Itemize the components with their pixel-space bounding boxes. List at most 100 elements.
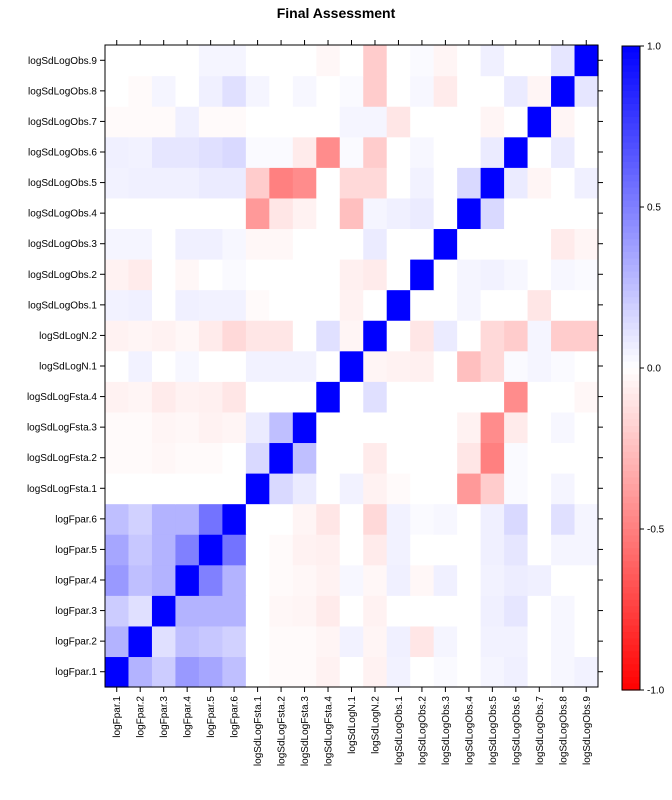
heatmap-cell bbox=[198, 45, 223, 77]
heatmap-cell bbox=[105, 503, 130, 535]
x-tick-labels: logFpar.1 logFpar.2 logFpar.3 logFpar.4 logF… bbox=[112, 696, 593, 766]
heatmap-cell bbox=[480, 503, 505, 535]
heatmap-cell bbox=[339, 534, 364, 566]
colorbar-segment bbox=[622, 84, 640, 92]
heatmap-cell bbox=[269, 656, 294, 688]
heatmap-cell bbox=[222, 197, 247, 230]
heatmap-cell bbox=[339, 167, 364, 199]
heatmap-cell bbox=[527, 564, 552, 596]
heatmap-cell bbox=[292, 228, 317, 260]
y-tick-label: logSdLogObs.1 bbox=[28, 300, 97, 311]
heatmap-cell bbox=[175, 136, 200, 168]
heatmap-cell bbox=[480, 625, 505, 658]
heatmap-cell bbox=[292, 381, 317, 413]
colorbar-segment bbox=[622, 541, 640, 549]
colorbar: -1.0 -0.5 0.0 0.5 1.0 bbox=[621, 42, 665, 697]
colorbar-segment bbox=[622, 574, 640, 582]
colorbar-tick-label: -1.0 bbox=[647, 686, 665, 697]
colorbar-segment bbox=[622, 561, 640, 569]
heatmap-cell bbox=[105, 564, 130, 596]
y-tick-label: logSdLogObs.9 bbox=[28, 56, 97, 67]
colorbar-segment bbox=[622, 213, 640, 221]
colorbar-segment bbox=[622, 252, 640, 260]
heatmap-cell bbox=[574, 75, 599, 107]
heatmap-cell bbox=[574, 656, 599, 688]
heatmap-cell bbox=[504, 503, 529, 535]
heatmap-cell bbox=[269, 75, 294, 107]
y-tick-label: logSdLogObs.4 bbox=[28, 209, 97, 220]
heatmap-cell bbox=[410, 656, 435, 688]
heatmap-cell bbox=[269, 350, 294, 382]
heatmap-cell bbox=[151, 197, 177, 230]
y-tick-label: logSdLogFsta.1 bbox=[27, 484, 97, 495]
colorbar-segment bbox=[622, 529, 640, 537]
heatmap-cell bbox=[363, 228, 388, 260]
heatmap-cell bbox=[574, 411, 599, 444]
x-tick-label: logSdLogObs.5 bbox=[488, 696, 499, 765]
heatmap-cell bbox=[339, 350, 364, 382]
heatmap-cell bbox=[410, 320, 435, 352]
heatmap-cell bbox=[410, 411, 435, 444]
colorbar-segment bbox=[622, 451, 640, 459]
colorbar-segment bbox=[622, 361, 640, 369]
heatmap-cell bbox=[151, 228, 177, 260]
x-tick-label: logSdLogObs.4 bbox=[464, 696, 475, 765]
colorbar-segment bbox=[622, 142, 640, 150]
heatmap-cell bbox=[433, 625, 458, 658]
heatmap-cell bbox=[527, 442, 552, 474]
colorbar-segment bbox=[622, 290, 640, 298]
heatmap-cell bbox=[222, 289, 247, 321]
heatmap-cell bbox=[433, 167, 458, 199]
heatmap-cell bbox=[151, 534, 177, 566]
colorbar-segment bbox=[622, 438, 640, 446]
heatmap-cell bbox=[316, 75, 341, 107]
heatmap-cell bbox=[410, 289, 435, 321]
heatmap-cell bbox=[574, 289, 599, 321]
colorbar-segment bbox=[622, 490, 640, 498]
colorbar-segment bbox=[622, 232, 640, 240]
heatmap-cell bbox=[128, 564, 153, 596]
heatmap-cell bbox=[245, 228, 270, 260]
heatmap-cell bbox=[386, 656, 411, 688]
heatmap-cell bbox=[339, 75, 364, 107]
heatmap-cell bbox=[457, 625, 482, 658]
heatmap-cell bbox=[222, 167, 247, 199]
colorbar-segment bbox=[622, 110, 640, 118]
heatmap-cell bbox=[386, 259, 411, 291]
heatmap-cell bbox=[105, 625, 130, 658]
heatmap-cell bbox=[339, 106, 364, 138]
heatmap-cell bbox=[222, 136, 247, 168]
heatmap-cell bbox=[245, 411, 270, 444]
heatmap-cell bbox=[151, 411, 177, 444]
heatmap-cell bbox=[574, 259, 599, 291]
heatmap-cell bbox=[269, 442, 294, 474]
heatmap-cell bbox=[551, 503, 576, 535]
heatmap-cell bbox=[175, 289, 200, 321]
colorbar-segment bbox=[622, 226, 640, 234]
heatmap-cell bbox=[198, 534, 223, 566]
heatmap-cell bbox=[198, 136, 223, 168]
colorbar-segment bbox=[622, 342, 640, 350]
heatmap-cell bbox=[269, 534, 294, 566]
heatmap-cell bbox=[527, 75, 552, 107]
x-tick-label: logSdLogObs.7 bbox=[535, 696, 546, 765]
heatmap-cell bbox=[151, 136, 177, 168]
colorbar-segment bbox=[622, 445, 640, 453]
colorbar-segment bbox=[622, 503, 640, 511]
colorbar-segment bbox=[622, 464, 640, 472]
heatmap-cell bbox=[198, 442, 223, 474]
heatmap-cell bbox=[480, 167, 505, 199]
y-tick-label: logFpar.5 bbox=[55, 545, 97, 556]
heatmap-cell bbox=[105, 595, 130, 627]
heatmap-cell bbox=[410, 45, 435, 77]
colorbar-segment bbox=[622, 297, 640, 305]
heatmap-cell bbox=[222, 259, 247, 291]
heatmap-cell bbox=[504, 625, 529, 658]
heatmap-cell bbox=[363, 350, 388, 382]
heatmap-cell bbox=[151, 625, 177, 658]
heatmap-cell bbox=[574, 350, 599, 382]
heatmap-cell bbox=[457, 381, 482, 413]
heatmap-cell bbox=[292, 320, 317, 352]
heatmap-cell bbox=[105, 473, 130, 505]
heatmap-cell bbox=[245, 564, 270, 596]
